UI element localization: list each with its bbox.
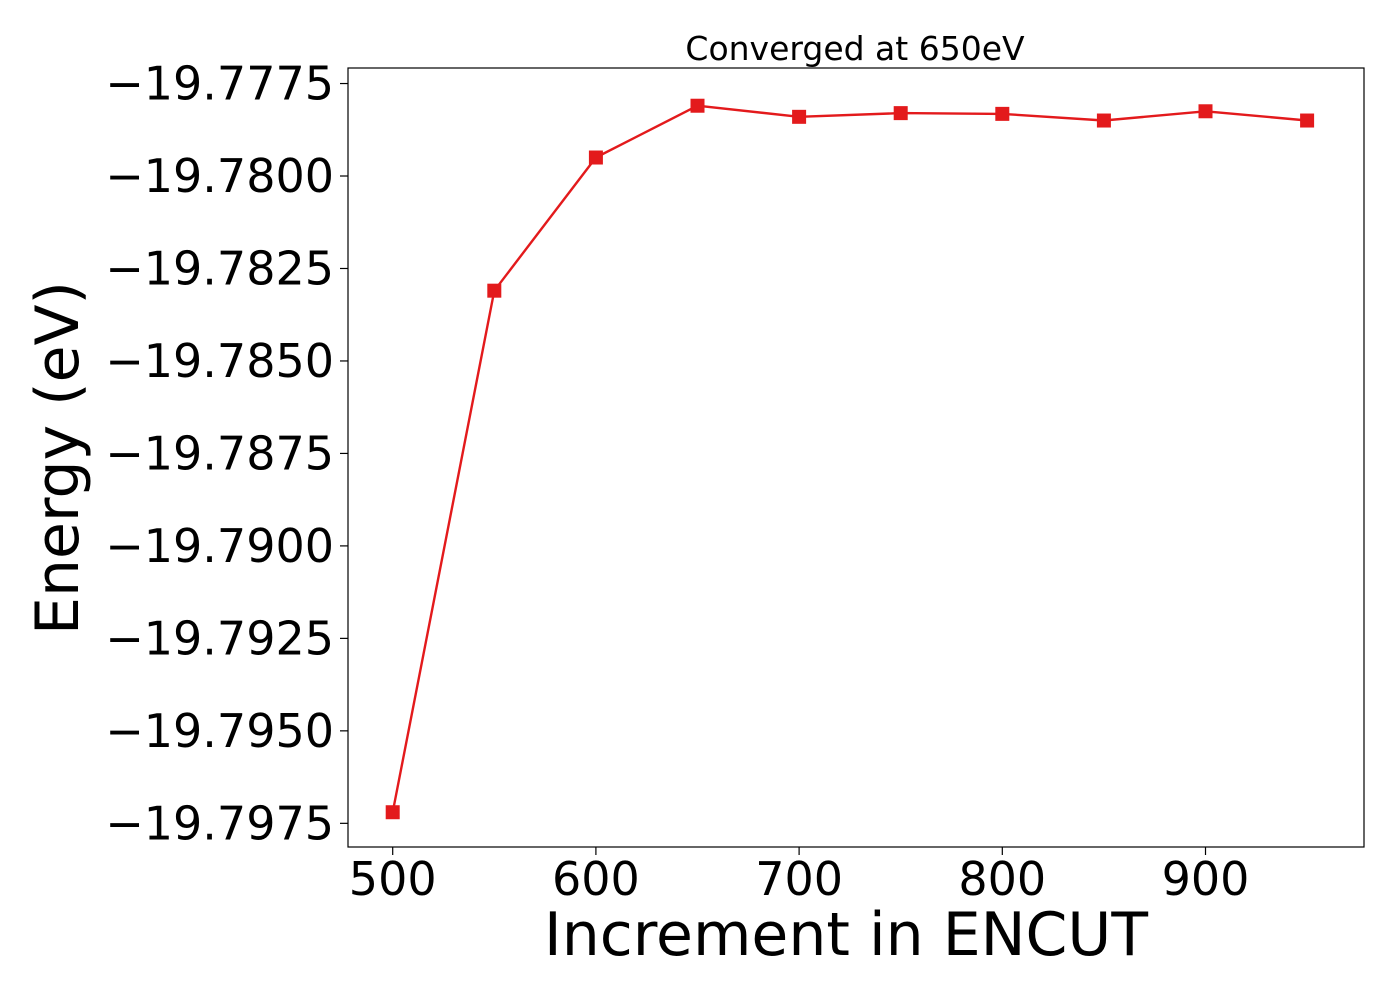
data-point [588, 150, 603, 165]
data-point [995, 106, 1010, 121]
plot-area: 500 600 700 800 900 −19.7975 −19.7950 −19.7925 −… [105, 57, 1365, 906]
x-tick-label: 700 [755, 852, 843, 906]
chart-title: Converged at 650eV [685, 29, 1025, 68]
x-tick-label: 900 [1162, 852, 1250, 906]
x-tick-label: 800 [958, 852, 1046, 906]
y-axis-label: Energy (eV) [23, 281, 93, 635]
data-point [385, 805, 400, 820]
y-tick-label: −19.7875 [105, 426, 334, 480]
data-point [792, 109, 807, 124]
data-point [1198, 104, 1213, 119]
x-tick-label: 500 [349, 852, 437, 906]
y-tick-label: −19.7975 [105, 796, 334, 850]
y-tick-label: −19.7775 [105, 57, 334, 111]
data-point [1096, 113, 1111, 128]
y-tick-label: −19.7900 [105, 519, 334, 573]
y-tick-label: −19.7950 [105, 704, 334, 758]
y-tick-label: −19.7825 [105, 241, 334, 295]
series-line [391, 104, 1308, 813]
y-tick-label: −19.7925 [105, 611, 334, 665]
y-tick-label: −19.7800 [105, 149, 334, 203]
x-tick-label: 600 [552, 852, 640, 906]
data-point [487, 283, 502, 298]
data-point [690, 98, 705, 113]
axes-frame [347, 67, 1365, 848]
x-axis-label: Increment in ENCUT [544, 900, 1148, 970]
data-point [1300, 113, 1315, 128]
y-tick-label: −19.7850 [105, 334, 334, 388]
data-point [893, 106, 908, 121]
